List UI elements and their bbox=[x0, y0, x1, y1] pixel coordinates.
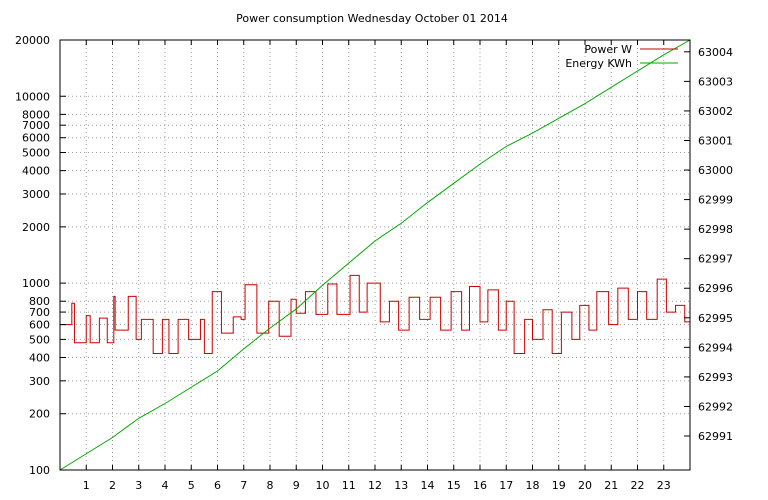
y-tick-label: 4000 bbox=[22, 165, 50, 178]
x-tick-label: 20 bbox=[578, 479, 592, 492]
y-tick-label: 6000 bbox=[22, 132, 50, 145]
y-tick-label: 10000 bbox=[15, 90, 50, 103]
y2-tick-label: 62994 bbox=[698, 341, 733, 354]
x-tick-label: 2 bbox=[109, 479, 116, 492]
y-tick-label: 700 bbox=[29, 306, 50, 319]
power-series-line bbox=[60, 274, 690, 355]
legend-label-energy: Energy KWh bbox=[565, 57, 632, 70]
y2-tick-label: 62993 bbox=[698, 371, 733, 384]
y-tick-label: 800 bbox=[29, 295, 50, 308]
y2-tick-label: 62998 bbox=[698, 223, 733, 236]
x-tick-label: 1 bbox=[83, 479, 90, 492]
y2-tick-label: 63002 bbox=[698, 105, 733, 118]
y2-tick-label: 62996 bbox=[698, 282, 733, 295]
y2-tick-label: 62995 bbox=[698, 312, 733, 325]
y-tick-label: 500 bbox=[29, 333, 50, 346]
x-tick-label: 18 bbox=[526, 479, 540, 492]
legend-label-power: Power W bbox=[584, 43, 632, 56]
y-tick-label: 100 bbox=[29, 464, 50, 477]
x-tick-label: 17 bbox=[499, 479, 513, 492]
x-tick-label: 5 bbox=[188, 479, 195, 492]
x-tick-label: 14 bbox=[421, 479, 435, 492]
y2-tick-label: 63004 bbox=[698, 46, 733, 59]
legend: Power W Energy KWh bbox=[565, 43, 678, 70]
x-tick-label: 16 bbox=[473, 479, 487, 492]
x-tick-label: 7 bbox=[240, 479, 247, 492]
x-tick-label: 21 bbox=[604, 479, 618, 492]
y2-tick-label: 62997 bbox=[698, 253, 733, 266]
y-tick-label: 20000 bbox=[15, 34, 50, 47]
x-tick-label: 10 bbox=[316, 479, 330, 492]
y-tick-label: 600 bbox=[29, 319, 50, 332]
y-tick-label: 5000 bbox=[22, 147, 50, 160]
y-tick-label: 2000 bbox=[22, 221, 50, 234]
chart-title: Power consumption Wednesday October 01 2… bbox=[236, 12, 508, 25]
y-tick-label: 7000 bbox=[22, 119, 50, 132]
axes: 1 2 3 4 5 6 7 8 9 10 11 12 13 14 15 16 17 18 19 20 21 22 23100… bbox=[15, 34, 733, 492]
x-tick-label: 19 bbox=[552, 479, 566, 492]
x-tick-label: 3 bbox=[135, 479, 142, 492]
x-tick-label: 23 bbox=[657, 479, 671, 492]
x-tick-label: 4 bbox=[162, 479, 169, 492]
y-tick-label: 8000 bbox=[22, 108, 50, 121]
grid bbox=[60, 40, 690, 470]
y2-tick-label: 63003 bbox=[698, 75, 733, 88]
x-tick-label: 9 bbox=[293, 479, 300, 492]
y2-tick-label: 63001 bbox=[698, 134, 733, 147]
y2-tick-label: 63000 bbox=[698, 164, 733, 177]
y-tick-label: 200 bbox=[29, 408, 50, 421]
x-tick-label: 15 bbox=[447, 479, 461, 492]
x-tick-label: 11 bbox=[342, 479, 356, 492]
x-tick-label: 6 bbox=[214, 479, 221, 492]
y-tick-label: 3000 bbox=[22, 188, 50, 201]
y-tick-label: 400 bbox=[29, 351, 50, 364]
y-tick-label: 1000 bbox=[22, 277, 50, 290]
y2-tick-label: 62991 bbox=[698, 430, 733, 443]
series-layer bbox=[59, 39, 691, 471]
y2-tick-label: 62999 bbox=[698, 194, 733, 207]
energy-series-line bbox=[59, 39, 691, 471]
y-tick-label: 300 bbox=[29, 375, 50, 388]
x-tick-label: 8 bbox=[267, 479, 274, 492]
x-tick-label: 12 bbox=[368, 479, 382, 492]
x-tick-label: 22 bbox=[631, 479, 645, 492]
x-tick-label: 13 bbox=[394, 479, 408, 492]
y2-tick-label: 62992 bbox=[698, 400, 733, 413]
